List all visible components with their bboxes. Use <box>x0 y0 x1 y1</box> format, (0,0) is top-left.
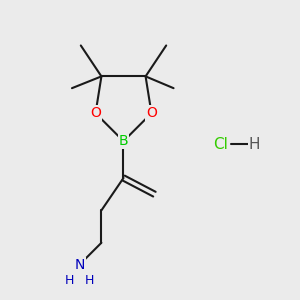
Text: H: H <box>249 136 260 152</box>
Text: O: O <box>90 106 101 120</box>
Text: N: N <box>74 258 85 272</box>
Text: Cl: Cl <box>213 136 228 152</box>
Text: O: O <box>146 106 157 120</box>
Text: H: H <box>85 274 94 286</box>
Text: H: H <box>64 274 74 286</box>
Text: B: B <box>119 134 128 148</box>
